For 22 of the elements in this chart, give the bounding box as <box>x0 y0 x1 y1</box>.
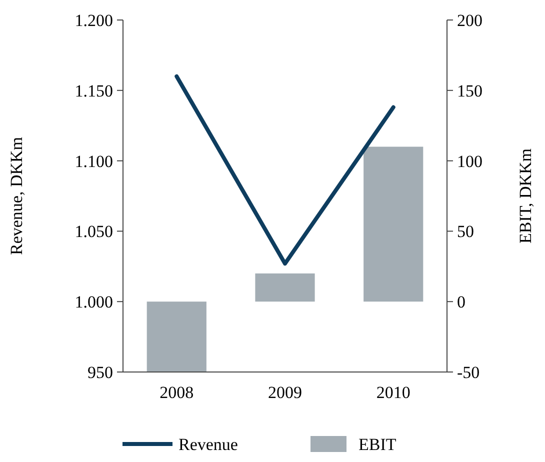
bar <box>146 302 206 372</box>
y2-tick-label: 0 <box>457 292 466 312</box>
legend-label: EBIT <box>358 434 397 454</box>
bar <box>255 273 315 302</box>
legend-label: Revenue <box>178 434 238 454</box>
y-tick-label: 1.150 <box>74 81 113 100</box>
y2-tick-label: 100 <box>457 152 482 171</box>
y2-tick-label: 150 <box>457 81 482 100</box>
y2-axis-title: EBIT, DKKm <box>516 148 535 244</box>
x-tick-label: 2010 <box>376 383 410 402</box>
x-tick-label: 2009 <box>268 383 302 402</box>
y-tick-label: 1.000 <box>74 292 113 312</box>
y2-tick-label: 200 <box>457 10 482 30</box>
y2-tick-label: 50 <box>457 222 474 242</box>
y-axis-title: Revenue, DKKm <box>7 136 26 256</box>
y-tick-label: 950 <box>88 362 113 382</box>
y-tick-label: 1.200 <box>74 10 113 30</box>
y-tick-label: 1.050 <box>74 222 113 242</box>
x-tick-label: 2008 <box>160 383 194 402</box>
y-tick-label: 1.100 <box>74 152 113 171</box>
bar <box>364 146 424 302</box>
y2-tick-label: -50 <box>457 362 480 382</box>
